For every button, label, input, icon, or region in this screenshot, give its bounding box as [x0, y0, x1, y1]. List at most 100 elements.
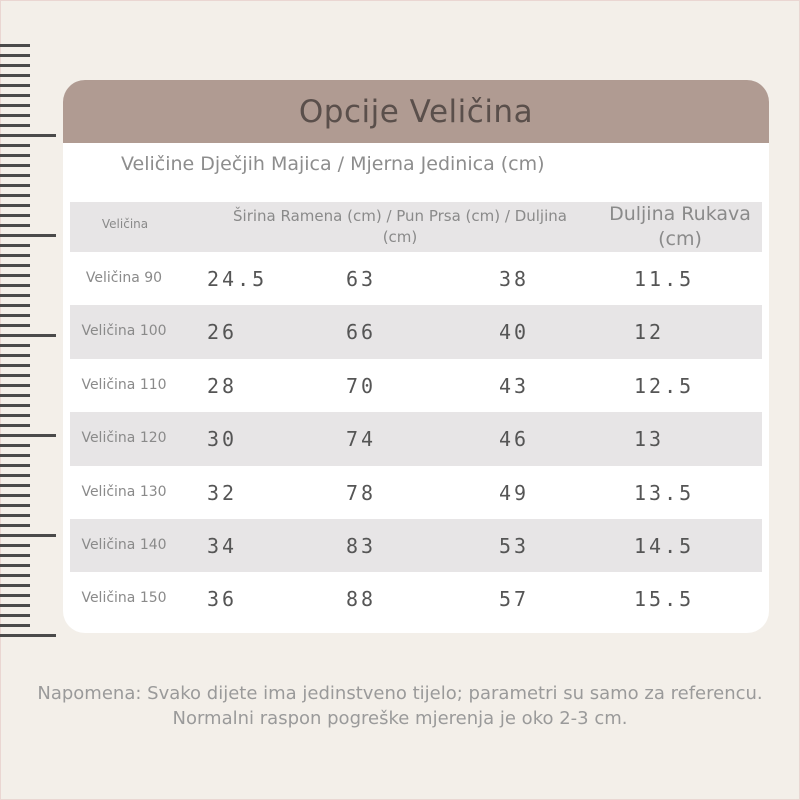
ruler-tick — [0, 374, 30, 377]
table-row: Veličina 140 34 83 53 14.5 — [70, 518, 762, 573]
sleeve-value: 13.5 — [634, 480, 695, 505]
table-row: Veličina 90 24.5 63 38 11.5 — [70, 252, 762, 305]
ruler-tick — [0, 234, 56, 237]
ruler-tick — [0, 244, 30, 247]
sleeve-value: 14.5 — [634, 533, 695, 558]
ruler-tick — [0, 144, 30, 147]
chest-value: 63 — [346, 267, 377, 291]
table-row: Veličina 150 36 88 57 15.5 — [70, 572, 762, 625]
chest-value: 83 — [346, 533, 377, 558]
size-label: Veličina 120 — [81, 430, 167, 447]
ruler-tick — [0, 344, 30, 347]
ruler-tick — [0, 494, 30, 497]
chest-value: 74 — [346, 427, 377, 452]
ruler-tick — [0, 364, 30, 367]
size-chart-card: Opcije Veličina Veličine Dječjih Majica … — [63, 80, 769, 633]
ruler-tick — [0, 54, 30, 57]
ruler-tick — [0, 404, 30, 407]
ruler-tick — [0, 484, 30, 487]
ruler-tick — [0, 64, 30, 67]
ruler-tick — [0, 44, 30, 47]
ruler-tick — [0, 634, 56, 637]
sleeve-value: 11.5 — [634, 267, 695, 291]
ruler-tick — [0, 194, 30, 197]
shoulder-value: 34 — [207, 533, 238, 558]
chest-value: 78 — [346, 480, 377, 505]
ruler-tick — [0, 254, 30, 257]
ruler-tick — [0, 574, 30, 577]
length-value: 57 — [499, 587, 530, 612]
ruler-tick — [0, 214, 30, 217]
ruler-tick — [0, 514, 30, 517]
length-value: 53 — [499, 533, 530, 558]
length-value: 49 — [499, 480, 530, 505]
length-value: 46 — [499, 427, 530, 452]
ruler-tick — [0, 324, 30, 327]
ruler-tick — [0, 104, 30, 107]
header-measurements: Širina Ramena (cm) / Pun Prsa (cm) / Dul… — [233, 207, 567, 246]
ruler-tick — [0, 334, 56, 337]
sleeve-value: 13 — [634, 427, 665, 452]
ruler-tick — [0, 134, 56, 137]
ruler-tick — [0, 534, 56, 537]
header-size: Veličina — [101, 217, 149, 231]
header-sleeve: Duljina Rukava (cm) — [609, 203, 751, 250]
size-label: Veličina 130 — [81, 483, 167, 500]
length-value: 43 — [499, 373, 530, 398]
ruler-tick — [0, 94, 30, 97]
ruler-tick — [0, 464, 30, 467]
shoulder-value: 30 — [207, 427, 238, 452]
ruler-tick — [0, 454, 30, 457]
ruler-tick — [0, 204, 30, 207]
ruler-tick — [0, 184, 30, 187]
length-value: 40 — [499, 320, 530, 345]
table-row: Veličina 100 26 66 40 12 — [70, 305, 762, 359]
ruler-tick — [0, 124, 30, 127]
shoulder-value: 36 — [207, 587, 238, 612]
ruler-tick — [0, 594, 30, 597]
ruler-tick — [0, 614, 30, 617]
ruler-tick — [0, 174, 30, 177]
card-header: Opcije Veličina — [63, 80, 769, 143]
ruler-tick — [0, 84, 30, 87]
ruler-tick — [0, 74, 30, 77]
shoulder-value: 32 — [207, 480, 238, 505]
ruler-tick — [0, 394, 30, 397]
ruler-tick — [0, 414, 30, 417]
ruler-tick — [0, 294, 30, 297]
ruler-tick — [0, 264, 30, 267]
size-label: Veličina 150 — [81, 590, 167, 607]
subtitle: Veličine Dječjih Majica / Mjerna Jedinic… — [121, 153, 545, 175]
ruler-tick — [0, 424, 30, 427]
ruler-tick — [0, 584, 30, 587]
size-label: Veličina 110 — [81, 376, 167, 393]
size-label: Veličina 100 — [81, 323, 167, 340]
ruler-tick — [0, 224, 30, 227]
chest-value: 66 — [346, 320, 377, 345]
shoulder-value: 28 — [207, 373, 238, 398]
ruler-tick — [0, 604, 30, 607]
sleeve-value: 12 — [634, 320, 665, 345]
table-row: Veličina 110 28 70 43 12.5 — [70, 359, 762, 412]
size-table: Veličina Širina Ramena (cm) / Pun Prsa (… — [70, 202, 762, 626]
chest-value: 88 — [346, 587, 377, 612]
sleeve-value: 12.5 — [634, 373, 695, 398]
ruler-tick — [0, 434, 56, 437]
table-header-row: Veličina Širina Ramena (cm) / Pun Prsa (… — [70, 202, 762, 252]
ruler-tick — [0, 164, 30, 167]
ruler-tick — [0, 444, 30, 447]
size-label: Veličina 90 — [85, 270, 163, 286]
table-row: Veličina 130 32 78 49 13.5 — [70, 466, 762, 519]
ruler-tick — [0, 284, 30, 287]
ruler-tick — [0, 314, 30, 317]
ruler-tick — [0, 114, 30, 117]
ruler-tick — [0, 504, 30, 507]
ruler-tick — [0, 544, 30, 547]
chest-value: 70 — [346, 373, 377, 398]
table-row: Veličina 120 30 74 46 13 — [70, 412, 762, 466]
ruler-tick — [0, 274, 30, 277]
measurement-note: Napomena: Svako dijete ima jedinstveno t… — [37, 683, 763, 729]
ruler-decoration — [0, 40, 60, 640]
size-label: Veličina 140 — [81, 536, 167, 553]
ruler-tick — [0, 384, 30, 387]
